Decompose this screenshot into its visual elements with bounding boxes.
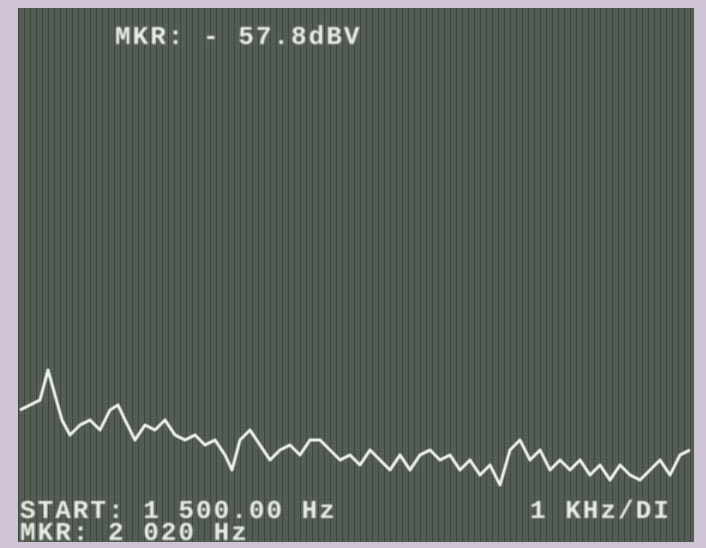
marker-frequency: MKR: 2 020 Hz: [20, 518, 249, 548]
scale-per-division: 1 KHz/DI: [530, 496, 671, 526]
analyzer-screen: [18, 8, 694, 542]
start-frequency: START: 1 500.00 Hz: [20, 496, 337, 526]
spectrum-trace: [19, 368, 691, 487]
marker-readout: MKR: - 57.8dBV: [115, 22, 362, 52]
